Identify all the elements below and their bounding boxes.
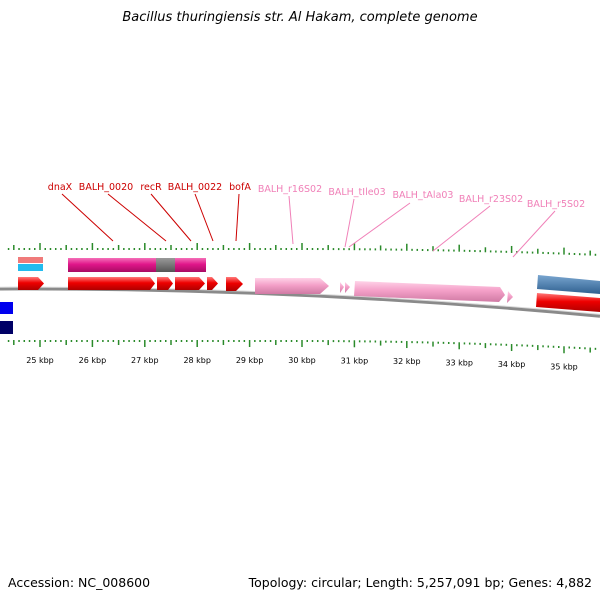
feature-leader-line: [432, 205, 491, 252]
cds-arrow-recR[interactable]: [175, 277, 205, 290]
cds-arrow-dnaX[interactable]: [68, 277, 155, 290]
gene-block-dnaX-BALH_0020[interactable]: [68, 258, 156, 272]
outer-scale-ticks: [7, 243, 597, 256]
genome-title: Bacillus thuringiensis str. Al Hakam, co…: [122, 10, 478, 25]
navy-feature[interactable]: [0, 321, 13, 334]
scale-tick-label: 32 kbp: [393, 357, 421, 366]
feature-leader-line: [288, 195, 294, 245]
cds-arrow-right-edge[interactable]: [536, 293, 600, 312]
feature-leader-line: [107, 193, 167, 242]
accession-text: Accession: NC_008600: [8, 575, 151, 590]
cds-arrow-BALH_0020[interactable]: [157, 277, 173, 290]
gene-block-recR-BALH_0022[interactable]: [175, 258, 206, 272]
feature-label-recR[interactable]: recR: [140, 182, 162, 193]
scale-tick-labels: 25 kbp 26 kbp 27 kbp 28 kbp 29 kbp 30 kbp 31 k…: [26, 356, 578, 371]
scale-tick-label: 33 kbp: [445, 358, 473, 367]
cds-arrow-BALH_0022[interactable]: [207, 277, 218, 290]
rna-arrow-BALH_r23S02[interactable]: [354, 281, 505, 302]
feature-leader-line: [194, 193, 214, 242]
feature-label-BALH_0020[interactable]: BALH_0020: [79, 182, 133, 193]
rna-arrow-BALH_r5S02[interactable]: [507, 291, 513, 303]
feature-label-bofA[interactable]: bofA: [229, 182, 251, 193]
genome-stats-text: Topology: circular; Length: 5,257,091 bp…: [248, 575, 592, 590]
feature-label-BALH_r5S02[interactable]: BALH_r5S02: [527, 199, 585, 210]
feature-leader-line: [344, 198, 355, 248]
scale-tick-label: 26 kbp: [79, 356, 107, 365]
rna-arrow-BALH_tAla03[interactable]: [345, 282, 350, 293]
scale-tick-label: 27 kbp: [131, 356, 159, 365]
blue-feature-right[interactable]: [537, 275, 600, 294]
inner-scale-ticks: [7, 340, 597, 354]
scale-tick-label: 30 kbp: [288, 356, 316, 365]
scale-tick-label: 29 kbp: [236, 356, 264, 365]
feature-labels: dnaX BALH_0020 recR BALH_0022 bofA BALH_r16S0…: [48, 182, 585, 258]
scale-tick-label: 35 kbp: [550, 362, 578, 371]
feature-label-BALH_tAla03[interactable]: BALH_tAla03: [393, 190, 454, 201]
salmon-track-bar: [18, 257, 43, 263]
feature-leader-line: [235, 193, 240, 242]
scale-tick-label: 31 kbp: [341, 356, 369, 365]
feature-label-BALH_r16S02[interactable]: BALH_r16S02: [258, 184, 322, 195]
rna-arrow-BALH_r16S02[interactable]: [255, 278, 329, 294]
feature-label-BALH_r23S02[interactable]: BALH_r23S02: [459, 194, 523, 205]
feature-label-BALH_0022[interactable]: BALH_0022: [168, 182, 222, 193]
cds-arrow-left-edge[interactable]: [18, 277, 44, 290]
feature-leader-line: [512, 210, 556, 258]
rna-arrow-BALH_tIle03[interactable]: [340, 282, 344, 293]
cds-arrow-bofA[interactable]: [226, 277, 243, 291]
scale-tick-label: 34 kbp: [498, 360, 526, 369]
feature-leader-line: [348, 202, 411, 248]
bright-blue-feature[interactable]: [0, 302, 13, 314]
scale-tick-label: 25 kbp: [26, 356, 54, 365]
scale-tick-label: 28 kbp: [183, 356, 211, 365]
feature-label-dnaX[interactable]: dnaX: [48, 182, 73, 193]
unannotated-block[interactable]: [156, 258, 175, 272]
feature-leader-line: [61, 193, 114, 242]
cyan-track-bar: [18, 264, 43, 271]
feature-label-BALH_tIle03[interactable]: BALH_tIle03: [328, 187, 385, 198]
feature-leader-line: [150, 193, 192, 242]
